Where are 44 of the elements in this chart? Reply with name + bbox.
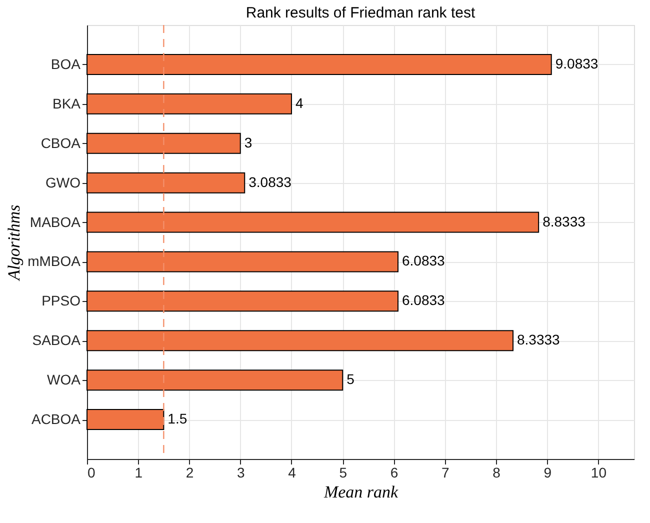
x-tick-label: 6 xyxy=(390,464,398,480)
data-label: 3 xyxy=(244,134,252,150)
y-tick-label: GWO xyxy=(46,174,81,190)
x-tick-label: 4 xyxy=(288,464,296,480)
data-label: 8.3333 xyxy=(517,332,560,348)
bar xyxy=(86,290,398,312)
bar xyxy=(86,132,241,154)
y-axis-title: Algorithms xyxy=(4,204,24,282)
y-tick-label: PPSO xyxy=(42,292,81,309)
chart-title: Rank results of Friedman rank test xyxy=(246,4,476,22)
bar xyxy=(86,251,398,272)
data-label: 4 xyxy=(295,94,304,111)
y-tick-label: BOA xyxy=(50,56,82,72)
bar xyxy=(86,172,246,194)
x-tick-label: 2 xyxy=(186,464,194,480)
x-tick-label: 5 xyxy=(339,464,348,480)
x-tick-label: 3 xyxy=(236,464,245,480)
y-tick-label: SABOA xyxy=(32,332,82,348)
bar xyxy=(86,93,292,114)
y-tick-label: CBOA xyxy=(40,134,82,151)
bar xyxy=(86,54,552,75)
x-axis-title: Mean rank xyxy=(322,482,399,502)
bar xyxy=(86,370,344,391)
bar xyxy=(86,330,514,352)
y-tick-label: MABOA xyxy=(30,214,82,230)
data-label: 6.0833 xyxy=(402,252,446,269)
y-tick-label: WOA xyxy=(47,372,82,388)
data-label: 3.0833 xyxy=(248,174,292,190)
data-label: 1.5 xyxy=(168,410,188,427)
data-label: 8.8333 xyxy=(542,213,586,230)
y-tick-label: BKA xyxy=(52,95,82,112)
data-label: 5 xyxy=(346,371,355,388)
x-tick-label: 1 xyxy=(134,464,143,480)
x-tick-label: 7 xyxy=(441,464,450,480)
x-tick-label: 9 xyxy=(544,464,552,480)
data-label: 9.0833 xyxy=(555,55,598,72)
x-tick-label: 8 xyxy=(492,464,501,480)
y-tick-label: ACBOA xyxy=(31,411,82,428)
bar xyxy=(86,212,540,233)
y-tick-label: mMBOA xyxy=(28,253,82,270)
bar xyxy=(86,409,164,430)
x-tick-label: 10 xyxy=(590,464,607,480)
x-tick-label: 0 xyxy=(88,464,96,480)
data-label: 6.0833 xyxy=(402,292,446,308)
